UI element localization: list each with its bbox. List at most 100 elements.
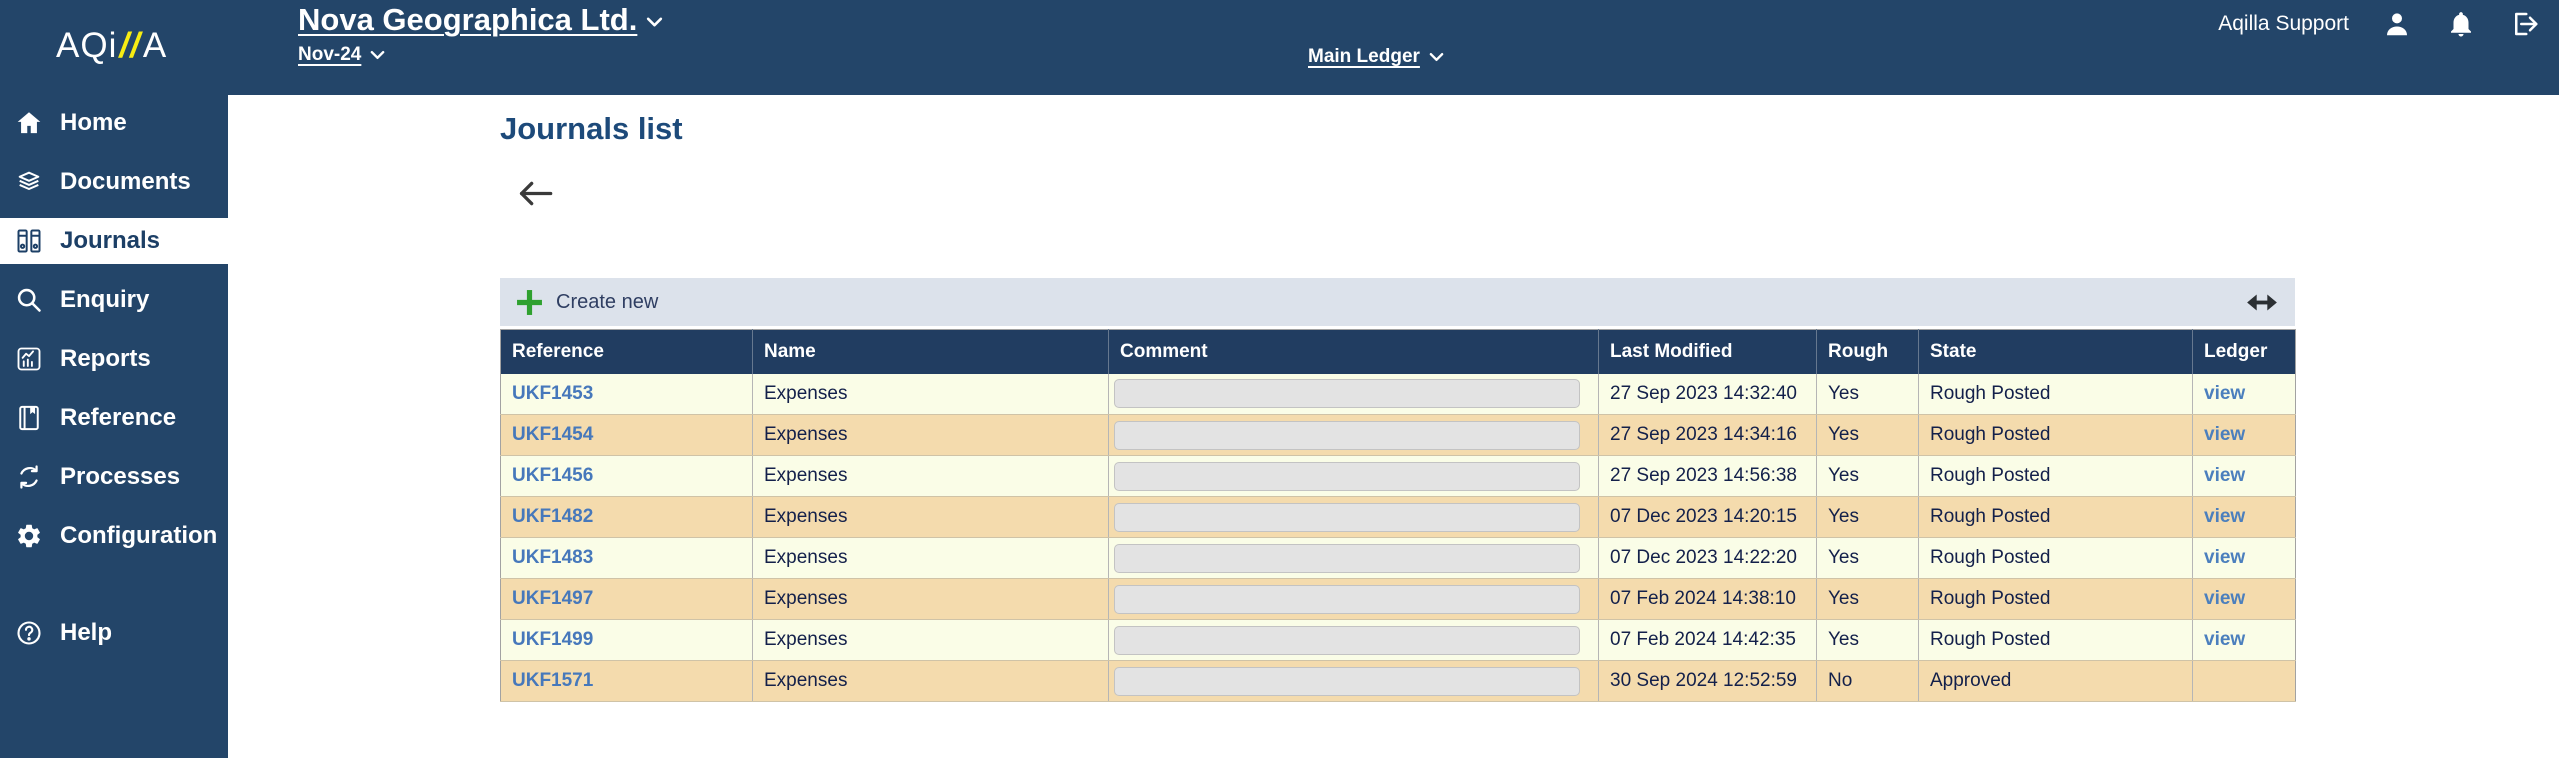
reference-link[interactable]: UKF1497 [512,588,594,609]
name-cell: Expenses [752,455,1109,497]
reference-link[interactable]: UKF1499 [512,629,594,650]
sidebar-item-help[interactable]: Help [0,610,228,656]
view-link[interactable]: view [2204,629,2246,650]
table-row: UKF1497 Expenses 07 Feb 2024 14:38:10 Yes Ro… [500,578,2296,620]
view-link[interactable]: view [2204,382,2246,404]
person-icon[interactable] [2381,8,2413,40]
journals-table: Reference Name Comment Last Modified Rough St… [500,329,2296,702]
comment-input[interactable] [1114,461,1580,491]
rough-cell: No [1816,660,1919,702]
ledger-selector[interactable]: Main Ledger [1308,46,1444,68]
search-icon [15,286,43,314]
column-header-last-modified[interactable]: Last Modified [1598,329,1817,374]
reference-link[interactable]: UKF1483 [512,547,594,568]
rough-cell: Yes [1816,373,1919,415]
journals-icon [15,227,43,255]
table-row: UKF1456 Expenses 27 Sep 2023 14:56:38 Yes Ro… [500,455,2296,497]
ledger-cell: view [2192,537,2296,579]
chevron-down-icon [1429,52,1444,62]
table-row: UKF1499 Expenses 07 Feb 2024 14:42:35 Yes Ro… [500,619,2296,661]
logo-text: AQi [56,26,118,65]
cycle-icon [15,463,43,491]
horizontal-resize-icon[interactable] [2247,294,2277,311]
rough-cell: Yes [1816,414,1919,456]
state-cell: Approved [1918,660,2193,702]
name-cell: Expenses [752,496,1109,538]
table-header-row: Reference Name Comment Last Modified Rough St… [500,329,2296,374]
view-link[interactable]: view [2204,424,2246,445]
name-cell: Expenses [752,619,1109,661]
bell-icon[interactable] [2445,8,2477,40]
app-logo[interactable]: AQi//A [56,26,167,66]
create-new-label: Create new [556,290,659,313]
comment-input[interactable] [1114,625,1580,655]
ledger-cell: view [2192,578,2296,620]
last-modified-cell: 27 Sep 2023 14:34:16 [1598,414,1817,456]
view-link[interactable]: view [2204,506,2246,527]
name-cell: Expenses [752,373,1109,415]
user-name[interactable]: Aqilla Support [2218,12,2349,35]
journals-panel: Create new Reference Name Comment Last Modi… [500,278,2296,702]
create-new-button[interactable]: Create new [516,289,658,316]
sidebar-item-processes[interactable]: Processes [0,454,228,500]
state-cell: Rough Posted [1918,414,2193,456]
comment-input[interactable] [1114,502,1580,532]
back-arrow-icon[interactable] [516,180,556,210]
table-toolbar: Create new [500,278,2295,326]
comment-input[interactable] [1114,584,1580,614]
period-label: Nov-24 [298,44,362,65]
sidebar-item-configuration[interactable]: Configuration [0,513,228,559]
state-cell: Rough Posted [1918,619,2193,661]
user-area: Aqilla Support [2218,8,2541,40]
chevron-down-icon [370,50,385,60]
comment-input[interactable] [1114,543,1580,573]
column-header-comment[interactable]: Comment [1108,329,1599,374]
last-modified-cell: 27 Sep 2023 14:32:40 [1598,373,1817,415]
home-icon [15,109,43,137]
state-cell: Rough Posted [1918,578,2193,620]
column-header-name[interactable]: Name [752,329,1109,374]
sidebar-item-journals[interactable]: Journals [0,218,228,264]
name-cell: Expenses [752,414,1109,456]
column-header-state[interactable]: State [1918,329,2193,374]
reference-link[interactable]: UKF1454 [512,424,594,445]
comment-input[interactable] [1114,666,1580,696]
name-cell: Expenses [752,537,1109,579]
rough-cell: Yes [1816,537,1919,579]
sidebar-item-home[interactable]: Home [0,100,228,146]
logout-icon[interactable] [2509,8,2541,40]
rough-cell: Yes [1816,455,1919,497]
ledger-cell [2192,660,2296,702]
reference-link[interactable]: UKF1453 [512,382,594,404]
reference-link[interactable]: UKF1482 [512,506,594,527]
reports-icon [15,345,43,373]
page-title: Journals list [500,111,683,146]
view-link[interactable]: view [2204,547,2246,568]
ledger-cell: view [2192,414,2296,456]
company-selector[interactable]: Nova Geographica Ltd. [298,2,663,38]
column-header-reference[interactable]: Reference [500,329,753,374]
sidebar: AQi//A Home Documents Journals Enquiry R… [0,0,228,758]
ledger-cell: view [2192,455,2296,497]
main-content: Journals list Create new Reference Name Co… [228,95,2559,758]
reference-link[interactable]: UKF1571 [512,670,594,691]
column-header-ledger[interactable]: Ledger [2192,329,2296,374]
comment-input[interactable] [1114,420,1580,450]
last-modified-cell: 07 Dec 2023 14:22:20 [1598,537,1817,579]
documents-icon [15,168,43,196]
column-header-rough[interactable]: Rough [1816,329,1919,374]
sidebar-item-enquiry[interactable]: Enquiry [0,277,228,323]
book-icon [15,404,43,432]
sidebar-item-reports[interactable]: Reports [0,336,228,382]
sidebar-item-documents[interactable]: Documents [0,159,228,205]
view-link[interactable]: view [2204,465,2246,486]
last-modified-cell: 07 Dec 2023 14:20:15 [1598,496,1817,538]
reference-link[interactable]: UKF1456 [512,465,594,486]
sidebar-item-reference[interactable]: Reference [0,395,228,441]
plus-icon [516,289,543,316]
period-selector[interactable]: Nov-24 [298,44,385,66]
view-link[interactable]: view [2204,588,2246,609]
comment-input[interactable] [1114,379,1580,409]
ledger-cell: view [2192,619,2296,661]
